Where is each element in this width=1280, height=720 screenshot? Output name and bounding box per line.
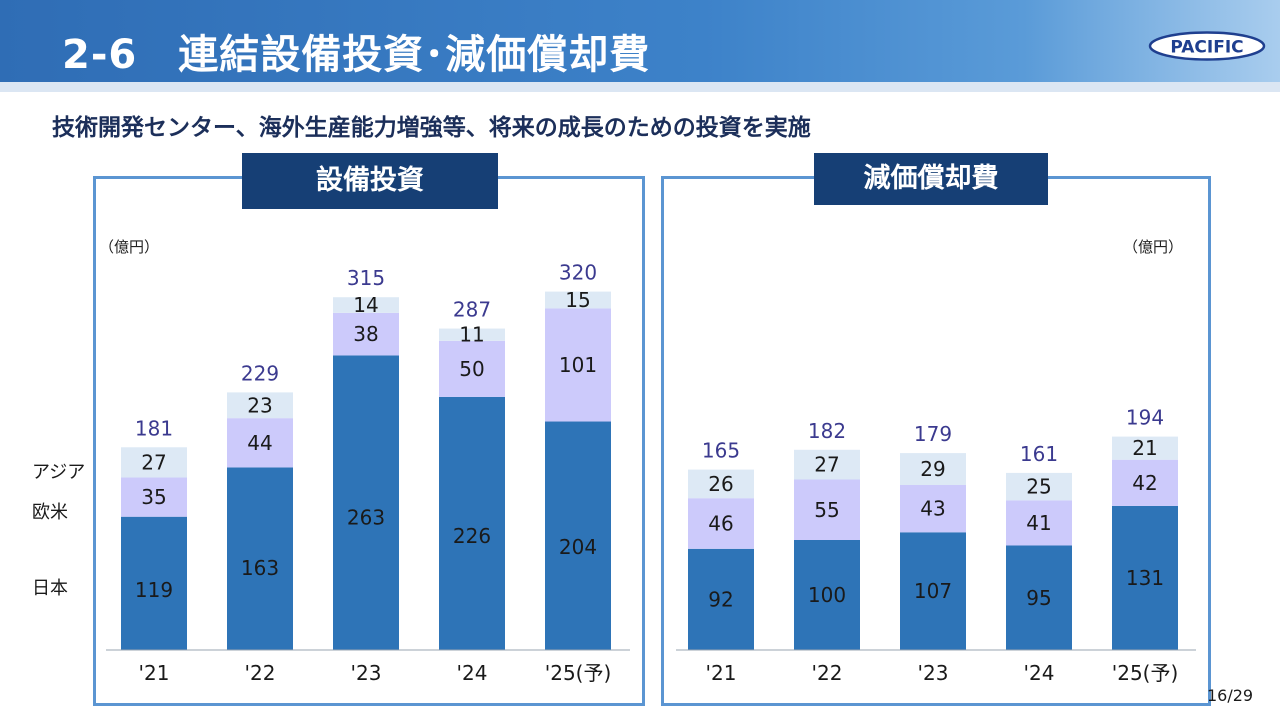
capex-bar-japan-0 bbox=[121, 516, 187, 650]
depreciation-value-japan-0: 92 bbox=[708, 587, 733, 611]
depreciation-bar-europe-us-3 bbox=[1006, 500, 1072, 546]
capex-value-asia-2: 14 bbox=[353, 293, 378, 317]
capex-xtick-0: '21 bbox=[139, 661, 170, 685]
capex-value-asia-1: 23 bbox=[247, 393, 272, 417]
capex-xtick-4: '25(予) bbox=[545, 661, 612, 685]
depreciation-value-europe-us-1: 55 bbox=[814, 498, 839, 522]
depreciation-bar-japan-4 bbox=[1112, 505, 1178, 650]
capex-value-japan-0: 119 bbox=[135, 578, 173, 602]
depreciation-unit-label: （億円） bbox=[1123, 238, 1184, 256]
depreciation-bar-japan-0 bbox=[688, 548, 754, 650]
depreciation-bar-europe-us-2 bbox=[900, 485, 966, 533]
page-number: 16/29 bbox=[1207, 686, 1254, 705]
depreciation-total-3: 161 bbox=[1020, 442, 1058, 466]
slide-subtitle: 技術開発センター、海外生産能力増強等、将来の成長のための投資を実施 bbox=[52, 115, 811, 141]
capex-xtick-2: '23 bbox=[351, 661, 382, 685]
depreciation-bar-asia-3 bbox=[1006, 472, 1072, 501]
capex-total-1: 229 bbox=[241, 361, 279, 385]
capex-bar-japan-2 bbox=[333, 355, 399, 650]
capex-value-japan-2: 263 bbox=[347, 505, 385, 529]
depreciation-bar-asia-1 bbox=[794, 449, 860, 480]
capex-unit-label: （億円） bbox=[99, 238, 160, 256]
page-title: 2-6 連結設備投資･減価償却費 bbox=[62, 32, 651, 78]
capex-value-japan-3: 226 bbox=[453, 524, 491, 548]
capex-bar-asia-4 bbox=[545, 291, 611, 309]
capex-bar-europe-us-3 bbox=[439, 340, 505, 397]
depreciation-value-japan-1: 100 bbox=[808, 583, 846, 607]
legend-asia: アジア bbox=[32, 462, 86, 483]
depreciation-xtick-4: '25(予) bbox=[1112, 661, 1179, 685]
depreciation-value-europe-us-4: 42 bbox=[1132, 471, 1157, 495]
capex-xtick-1: '22 bbox=[245, 661, 276, 685]
depreciation-bar-japan-3 bbox=[1006, 545, 1072, 650]
capex-xtick-3: '24 bbox=[457, 661, 488, 685]
capex-bar-japan-4 bbox=[545, 421, 611, 650]
depreciation-bar-europe-us-0 bbox=[688, 498, 754, 549]
capex-value-europe-us-3: 50 bbox=[459, 357, 484, 381]
depreciation-value-asia-4: 21 bbox=[1132, 436, 1157, 460]
capex-value-europe-us-2: 38 bbox=[353, 322, 378, 346]
capex-bar-asia-3 bbox=[439, 328, 505, 341]
capex-bar-asia-1 bbox=[227, 392, 293, 419]
depreciation-bar-europe-us-1 bbox=[794, 479, 860, 540]
capex-bar-asia-2 bbox=[333, 297, 399, 313]
depreciation-value-asia-3: 25 bbox=[1026, 475, 1051, 499]
depreciation-xtick-3: '24 bbox=[1024, 661, 1055, 685]
capex-total-4: 320 bbox=[559, 261, 597, 285]
pacific-logo: PACIFIC bbox=[1148, 31, 1266, 61]
capex-bar-europe-us-2 bbox=[333, 312, 399, 356]
capex-value-europe-us-1: 44 bbox=[247, 431, 272, 455]
capex-bar-europe-us-0 bbox=[121, 477, 187, 517]
depreciation-value-asia-0: 26 bbox=[708, 472, 733, 496]
depreciation-total-0: 165 bbox=[702, 439, 740, 463]
title-bar: 2-6 連結設備投資･減価償却費 PACIFIC bbox=[0, 0, 1280, 92]
depreciation-bar-europe-us-4 bbox=[1112, 459, 1178, 506]
capex-total-3: 287 bbox=[453, 298, 491, 322]
depreciation-value-asia-1: 27 bbox=[814, 453, 839, 477]
depreciation-value-europe-us-2: 43 bbox=[920, 497, 945, 521]
depreciation-xtick-0: '21 bbox=[706, 661, 737, 685]
capex-value-europe-us-4: 101 bbox=[559, 353, 597, 377]
legend-japan: 日本 bbox=[32, 578, 68, 599]
depreciation-xtick-2: '23 bbox=[918, 661, 949, 685]
depreciation-bar-asia-2 bbox=[900, 453, 966, 485]
capex-total-2: 315 bbox=[347, 266, 385, 290]
depreciation-value-europe-us-3: 41 bbox=[1026, 511, 1051, 535]
depreciation-value-europe-us-0: 46 bbox=[708, 512, 733, 536]
capex-bar-europe-us-4 bbox=[545, 308, 611, 422]
legend-europe-us: 欧米 bbox=[32, 502, 68, 523]
depreciation-bar-japan-1 bbox=[794, 540, 860, 650]
depreciation-bar-asia-4 bbox=[1112, 436, 1178, 460]
capex-title: 設備投資 bbox=[242, 153, 498, 209]
capex-value-asia-3: 11 bbox=[459, 323, 484, 347]
capex-value-japan-1: 163 bbox=[241, 556, 279, 580]
capex-value-japan-4: 204 bbox=[559, 535, 597, 559]
depreciation-value-japan-3: 95 bbox=[1026, 586, 1051, 610]
depreciation-bar-japan-2 bbox=[900, 532, 966, 650]
capex-value-asia-4: 15 bbox=[565, 288, 590, 312]
depreciation-total-1: 182 bbox=[808, 419, 846, 443]
capex-value-europe-us-0: 35 bbox=[141, 485, 166, 509]
capex-bar-japan-1 bbox=[227, 467, 293, 650]
depreciation-title: 減価償却費 bbox=[814, 153, 1048, 205]
depreciation-value-japan-4: 131 bbox=[1126, 566, 1164, 590]
depreciation-total-4: 194 bbox=[1126, 406, 1164, 430]
capex-bar-europe-us-1 bbox=[227, 418, 293, 468]
capex-total-0: 181 bbox=[135, 416, 173, 440]
depreciation-xtick-1: '22 bbox=[812, 661, 843, 685]
capex-bar-asia-0 bbox=[121, 447, 187, 478]
depreciation-bar-asia-0 bbox=[688, 469, 754, 499]
depreciation-value-japan-2: 107 bbox=[914, 579, 952, 603]
svg-text:PACIFIC: PACIFIC bbox=[1170, 38, 1243, 58]
capex-bar-japan-3 bbox=[439, 396, 505, 650]
depreciation-value-asia-2: 29 bbox=[920, 457, 945, 481]
depreciation-total-2: 179 bbox=[914, 422, 952, 446]
capex-value-asia-0: 27 bbox=[141, 450, 166, 474]
